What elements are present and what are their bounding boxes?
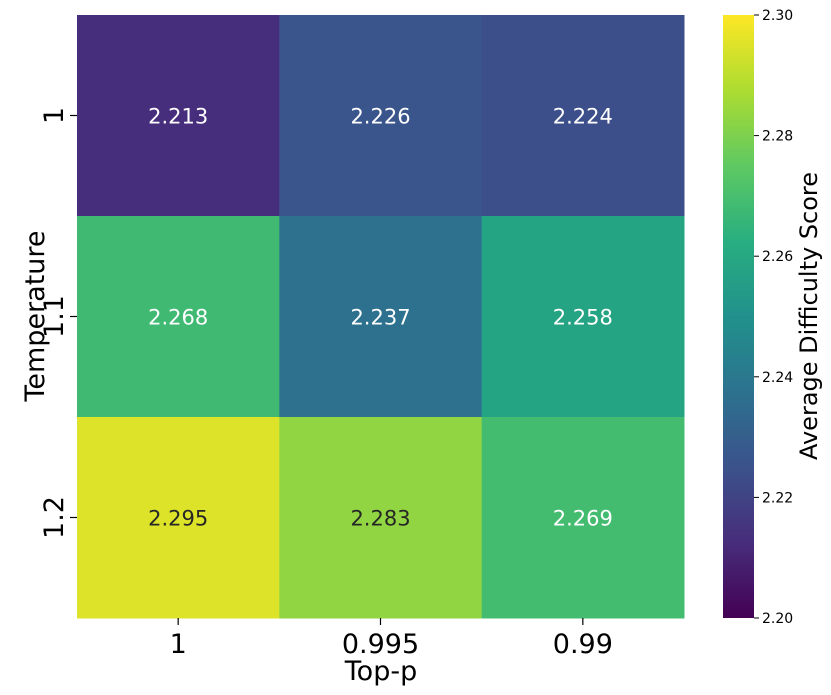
cell-value-label: 2.226: [350, 105, 410, 129]
cell-value-label: 2.237: [350, 306, 410, 330]
x-axis-label: Top-p: [344, 656, 417, 687]
heatmap-cell: [77, 417, 280, 619]
colorbar-label: Average Difficulty Score: [795, 172, 823, 460]
cell-value-label: 2.269: [553, 507, 613, 531]
y-axis-label: Temperature: [20, 230, 51, 402]
heatmap-cell: [481, 15, 685, 217]
colorbar: [723, 15, 754, 618]
heatmap-cell: [279, 15, 483, 217]
x-axis-ticks: 1 0.995 0.99: [170, 618, 613, 660]
heatmap-cell: [77, 216, 280, 418]
colorbar-tick-label: 2.20: [762, 611, 793, 627]
cell-value-label: 2.213: [148, 105, 208, 129]
y-tick-label: 1.2: [39, 496, 70, 539]
cell-value-label: 2.224: [553, 105, 613, 129]
x-tick-label: 0.995: [342, 629, 419, 660]
heatmap-cell: [279, 216, 483, 418]
x-tick-label: 0.99: [553, 629, 613, 660]
colorbar-ticks: 2.20 2.22 2.24 2.26 2.28 2.30: [754, 8, 793, 627]
y-axis-ticks: 1 1.1 1.2: [39, 107, 77, 539]
heatmap-cells: 2.213 2.226 2.224 2.268 2.237 2.258 2.295 2.283…: [77, 15, 685, 619]
colorbar-tick-label: 2.22: [762, 490, 793, 506]
heatmap-cell: [481, 417, 685, 619]
colorbar-tick-label: 2.26: [762, 249, 793, 265]
colorbar-tick-label: 2.24: [762, 370, 793, 386]
cell-value-label: 2.258: [553, 306, 613, 330]
heatmap-cell: [279, 417, 483, 619]
cell-value-label: 2.283: [350, 507, 410, 531]
heatmap-cell: [77, 15, 280, 217]
cell-value-label: 2.295: [148, 507, 208, 531]
heatmap-cell: [481, 216, 685, 418]
colorbar-tick-label: 2.28: [762, 129, 793, 145]
x-tick-label: 1: [170, 629, 187, 660]
colorbar-tick-label: 2.30: [762, 8, 793, 24]
y-tick-label: 1: [39, 107, 70, 124]
cell-value-label: 2.268: [148, 306, 208, 330]
y-tick-label: 1.1: [39, 295, 70, 338]
